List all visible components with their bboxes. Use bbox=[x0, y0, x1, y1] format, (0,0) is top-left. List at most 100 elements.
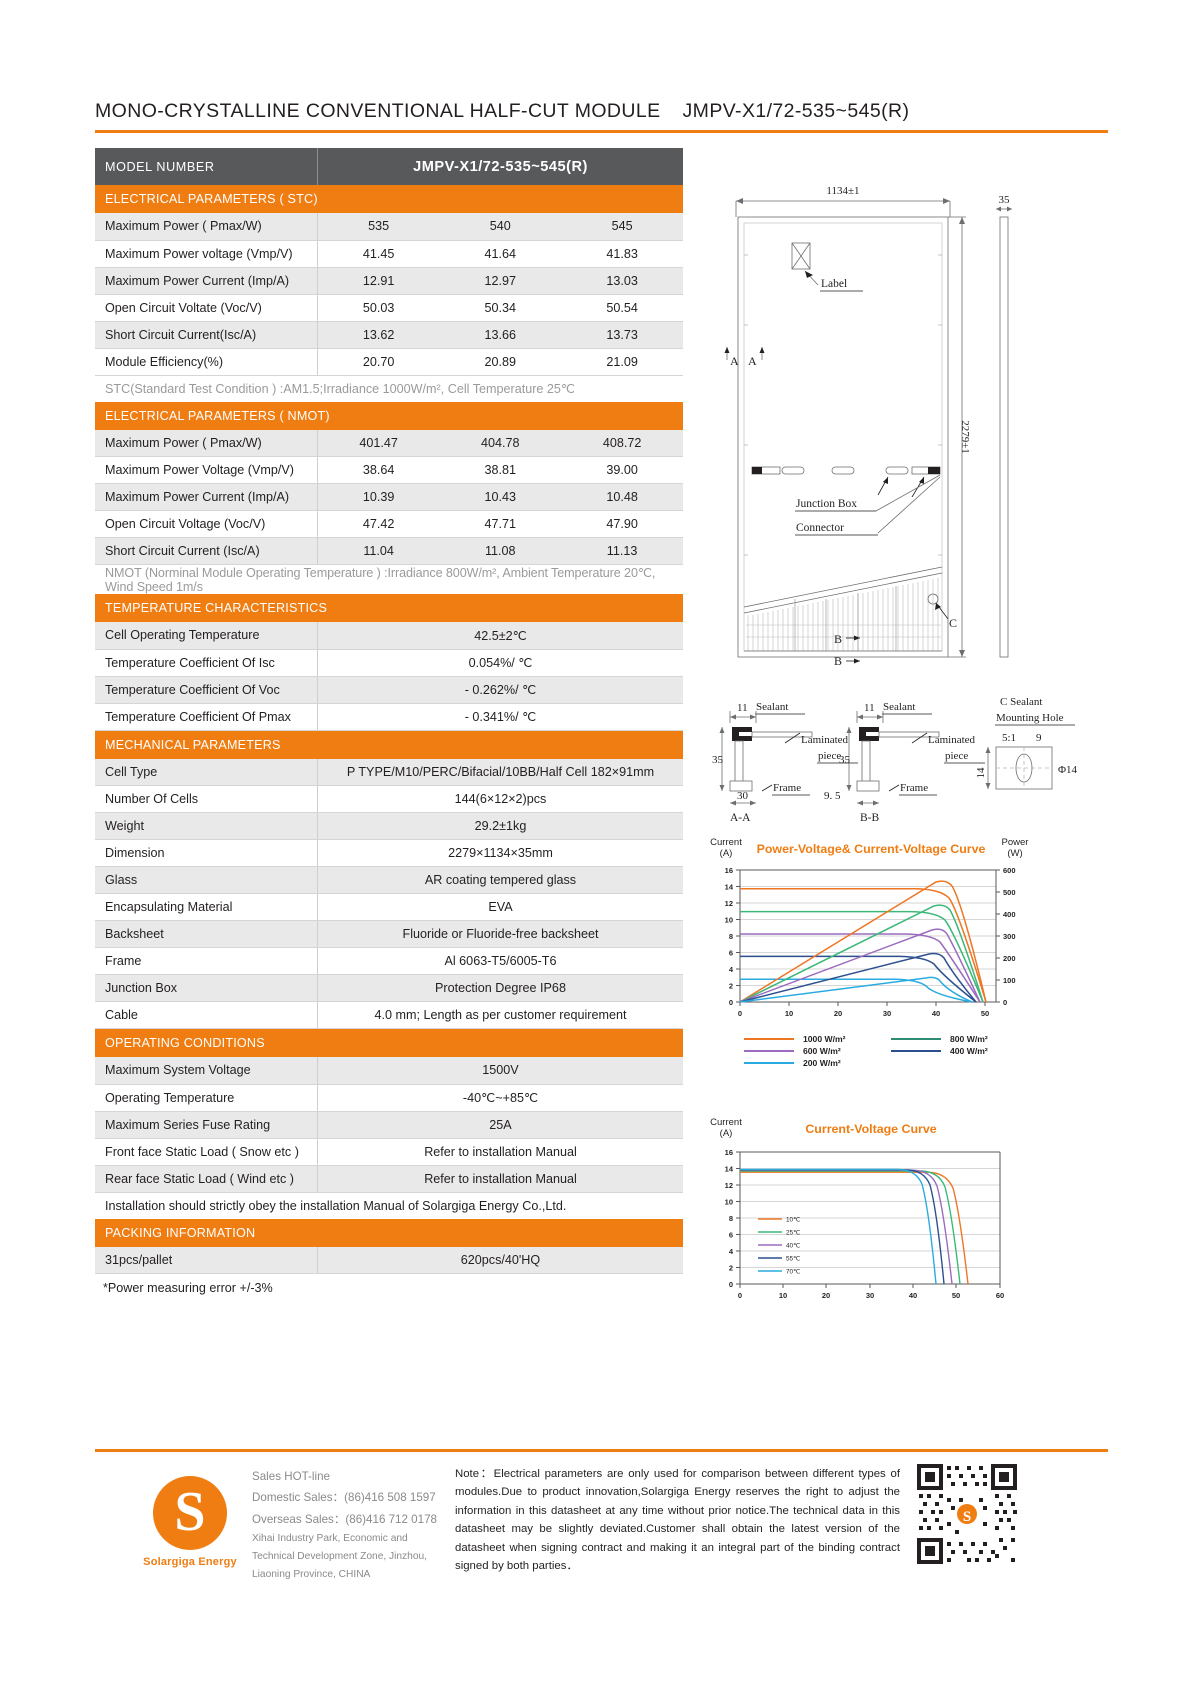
page-title-main: MONO-CRYSTALLINE CONVENTIONAL HALF-CUT M… bbox=[95, 100, 661, 122]
row-value-1: 20.70 bbox=[317, 348, 440, 376]
table-row: Maximum System Voltage 1500V bbox=[95, 1057, 683, 1085]
table-row: Weight 29.2±1kg bbox=[95, 812, 683, 840]
chart1-ylabel-left-line2: (A) bbox=[719, 847, 733, 859]
chart2-xtick-40: 40 bbox=[909, 1291, 917, 1300]
row-value: Refer to installation Manual bbox=[317, 1138, 683, 1166]
section-bb-label: B-B bbox=[860, 812, 880, 824]
section-aa-label: A-A bbox=[730, 812, 751, 824]
row-value: -40℃~+85℃ bbox=[317, 1084, 683, 1112]
row-label: Maximum Power voltage (Vmp/V) bbox=[95, 240, 318, 268]
section-header-mechanical-label: MECHANICAL PARAMETERS bbox=[95, 730, 683, 759]
row-label: Maximum Power Current (Imp/A) bbox=[95, 267, 318, 295]
row-label: Short Circuit Current (Isc/A) bbox=[95, 537, 318, 565]
row-value: 144(6×12×2)pcs bbox=[317, 785, 683, 813]
row-label: Temperature Coefficient Of Pmax bbox=[95, 703, 318, 731]
table-row: Open Circuit Voltate (Voc/V) 50.03 50.34… bbox=[95, 294, 683, 322]
dim-14: 14 bbox=[975, 767, 987, 779]
section-a-right-label: A bbox=[748, 354, 757, 368]
row-label: Open Circuit Voltate (Voc/V) bbox=[95, 294, 318, 322]
nmot-note: NMOT (Norminal Module Operating Temperat… bbox=[95, 564, 683, 594]
laminated-label-1: Laminated bbox=[801, 734, 849, 746]
row-value-3: 47.90 bbox=[561, 510, 683, 538]
chart1-ylabel-left: Current (A) bbox=[702, 837, 750, 860]
row-label: Glass bbox=[95, 866, 318, 894]
table-row: Short Circuit Current(Isc/A) 13.62 13.66… bbox=[95, 321, 683, 349]
row-value: Al 6063-T5/6005-T6 bbox=[317, 947, 683, 975]
piece-label-1: piece bbox=[818, 750, 841, 762]
row-value-1: 10.39 bbox=[317, 483, 440, 511]
row-value-1: 50.03 bbox=[317, 294, 440, 322]
chart1-ytick-2: 2 bbox=[729, 982, 733, 991]
chart1-ylabel-right-line1: Power bbox=[1001, 837, 1029, 848]
table-row: Cable 4.0 mm; Length as per customer req… bbox=[95, 1001, 683, 1029]
row-label: Module Efficiency(%) bbox=[95, 348, 318, 376]
section-header-packing-label: PACKING INFORMATION bbox=[95, 1218, 683, 1247]
logo-letter: S bbox=[174, 1481, 206, 1543]
company-address: Xihai Industry Park, Economic and Techni… bbox=[252, 1533, 427, 1580]
chart1-ytick-6: 6 bbox=[729, 949, 733, 958]
chart1-title: Power-Voltage& Current-Voltage Curve bbox=[756, 842, 986, 856]
row-value: P TYPE/M10/PERC/Bifacial/10BB/Half Cell … bbox=[317, 758, 683, 786]
chart2-ytick-10: 10 bbox=[725, 1198, 733, 1207]
chart1-legend: 1000 W/m² 800 W/m² 600 W/m² 400 W/m² bbox=[744, 1034, 1034, 1068]
table-row: Module Efficiency(%) 20.70 20.89 21.09 bbox=[95, 348, 683, 376]
section-header-temperature-label: TEMPERATURE CHARACTERISTICS bbox=[95, 594, 683, 622]
row-value-1: 41.45 bbox=[317, 240, 440, 268]
row-value-2: 11.08 bbox=[439, 537, 562, 565]
row-value-3: 41.83 bbox=[561, 240, 683, 268]
sealant-label-2: Sealant bbox=[883, 701, 915, 713]
page-title: MONO-CRYSTALLINE CONVENTIONAL HALF-CUT M… bbox=[95, 100, 1110, 123]
chart1-legend-label-2: 600 W/m² bbox=[803, 1046, 841, 1056]
chart1-legend-label-1: 800 W/m² bbox=[950, 1034, 988, 1044]
chart2-xtick-0: 0 bbox=[738, 1291, 742, 1300]
chart1-ytick-0: 0 bbox=[729, 998, 733, 1007]
chart2-legend-label-3: 55℃ bbox=[786, 1256, 800, 1263]
chart1-ytick-r-600: 600 bbox=[1003, 866, 1016, 875]
row-value: - 0.262%/ ℃ bbox=[317, 676, 683, 704]
row-value-3: 11.13 bbox=[561, 537, 683, 565]
chart1-xtick-10: 10 bbox=[785, 1009, 793, 1018]
chart2-xtick-60: 60 bbox=[996, 1291, 1004, 1300]
legal-note: Note：Electrical parameters are only used… bbox=[455, 1468, 900, 1573]
row-value-2: 47.71 bbox=[439, 510, 562, 538]
row-value-1: 535 bbox=[317, 213, 440, 241]
chart1-legend-item-4: 200 W/m² bbox=[744, 1058, 890, 1068]
row-value-2: 12.97 bbox=[439, 267, 562, 295]
section-header-operating-label: OPERATING CONDITIONS bbox=[95, 1028, 683, 1057]
legend-swatch-icon bbox=[891, 1049, 941, 1053]
row-value-2: 540 bbox=[439, 213, 562, 241]
dim-30: 30 bbox=[737, 790, 749, 802]
chart1-ytick-r-400: 400 bbox=[1003, 910, 1016, 919]
specifications-column: MODEL NUMBER JMPV-X1/72-535~545(R) ELECT… bbox=[95, 148, 683, 1302]
row-label: Backsheet bbox=[95, 920, 318, 948]
row-value-1: 47.42 bbox=[317, 510, 440, 538]
chart2-xtick-30: 30 bbox=[866, 1291, 874, 1300]
chart1-plot: 16 14 12 10 8 6 4 2 0 600 500 400 bbox=[725, 866, 1016, 1018]
row-label: Temperature Coefficient Of Voc bbox=[95, 676, 318, 704]
section-b2-label: B bbox=[834, 654, 842, 668]
mounting-hole-label: Mounting Hole bbox=[996, 712, 1064, 724]
row-label: Cable bbox=[95, 1001, 318, 1029]
section-header-nmot-label: ELECTRICAL PARAMETERS ( NMOT) bbox=[95, 401, 683, 430]
chart1-legend-label-4: 200 W/m² bbox=[803, 1058, 841, 1068]
sealant-label-1: Sealant bbox=[756, 701, 788, 713]
chart1-ylabel-left-line1: Current bbox=[710, 837, 742, 848]
chart2-plot: 16 14 12 10 8 6 4 2 0 0 10 bbox=[725, 1148, 1005, 1300]
table-row: Encapsulating Material EVA bbox=[95, 893, 683, 921]
row-value-1: 11.04 bbox=[317, 537, 440, 565]
row-label: Open Circuit Voltage (Voc/V) bbox=[95, 510, 318, 538]
callout-c-label: C bbox=[949, 616, 957, 630]
row-value-3: 39.00 bbox=[561, 456, 683, 484]
row-label: Cell Operating Temperature bbox=[95, 622, 318, 650]
laminated-label-2: Laminated bbox=[928, 734, 976, 746]
chart2-ytick-4: 4 bbox=[729, 1247, 734, 1256]
legend-swatch-icon bbox=[744, 1049, 794, 1053]
table-row: Maximum Series Fuse Rating 25A bbox=[95, 1111, 683, 1139]
table-row: Glass AR coating tempered glass bbox=[95, 866, 683, 894]
chart1-xtick-40: 40 bbox=[932, 1009, 940, 1018]
company-logo: S Solargiga Energy bbox=[120, 1470, 260, 1568]
title-divider bbox=[95, 130, 1108, 133]
chart-current-voltage: Current (A) Current-Voltage Curve bbox=[700, 1117, 1040, 1318]
table-row: Open Circuit Voltage (Voc/V) 47.42 47.71… bbox=[95, 510, 683, 538]
row-label: Encapsulating Material bbox=[95, 893, 318, 921]
